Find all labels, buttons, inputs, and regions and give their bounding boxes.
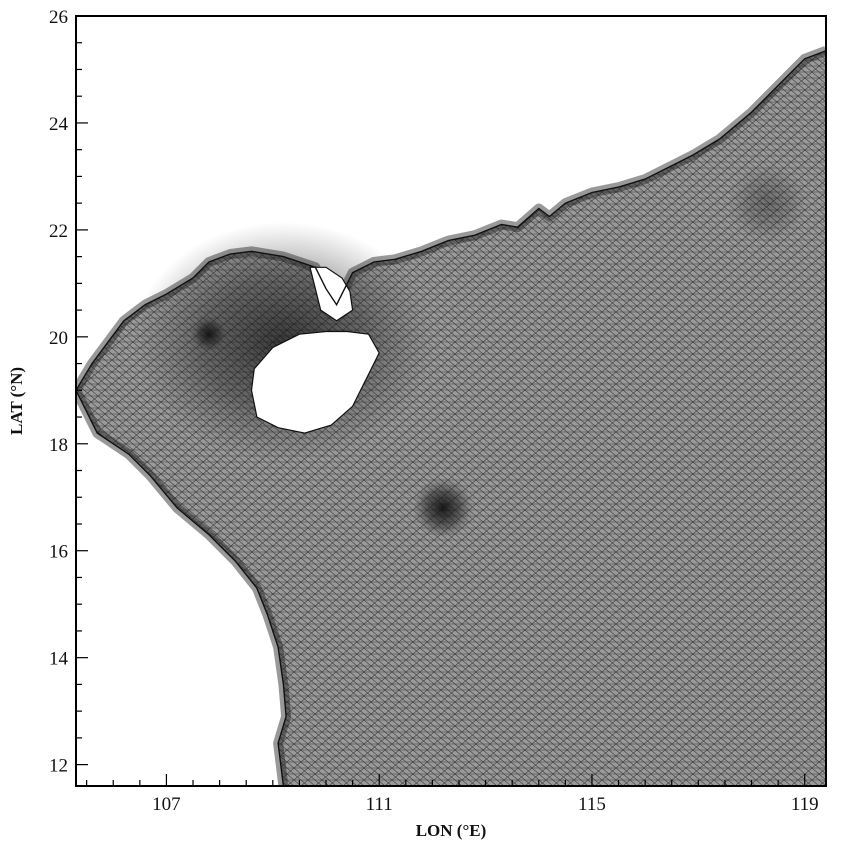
leizhou-peninsula-land xyxy=(309,266,354,322)
refinement-spot xyxy=(727,163,808,244)
y-axis-title: LAT (°N) xyxy=(7,367,26,435)
x-tick-label: 115 xyxy=(578,794,606,815)
y-tick-label: 24 xyxy=(49,114,69,135)
x-axis-title: LON (°E) xyxy=(416,821,487,840)
ocean-mesh-region xyxy=(76,50,826,786)
plot-area xyxy=(76,46,826,786)
y-tick-label: 14 xyxy=(49,649,69,670)
hainan-island-land xyxy=(250,330,380,434)
x-tick-label: 107 xyxy=(152,794,181,815)
refinement-spot xyxy=(413,477,474,538)
y-tick-label: 22 xyxy=(49,221,68,242)
y-tick-label: 16 xyxy=(49,542,68,563)
y-tick-label: 12 xyxy=(49,756,68,777)
refinement-spot xyxy=(190,316,227,353)
y-tick-label: 26 xyxy=(49,7,68,28)
x-tick-label: 111 xyxy=(366,794,393,815)
coastline xyxy=(76,50,826,786)
x-axis-ticks: 107 111 115 119 xyxy=(86,774,819,815)
y-tick-label: 18 xyxy=(49,435,68,456)
y-axis-ticks: 12 14 16 18 20 22 24 26 xyxy=(49,7,88,777)
x-tick-label: 119 xyxy=(791,794,819,815)
plot-frame xyxy=(75,15,827,787)
y-tick-label: 20 xyxy=(49,328,68,349)
